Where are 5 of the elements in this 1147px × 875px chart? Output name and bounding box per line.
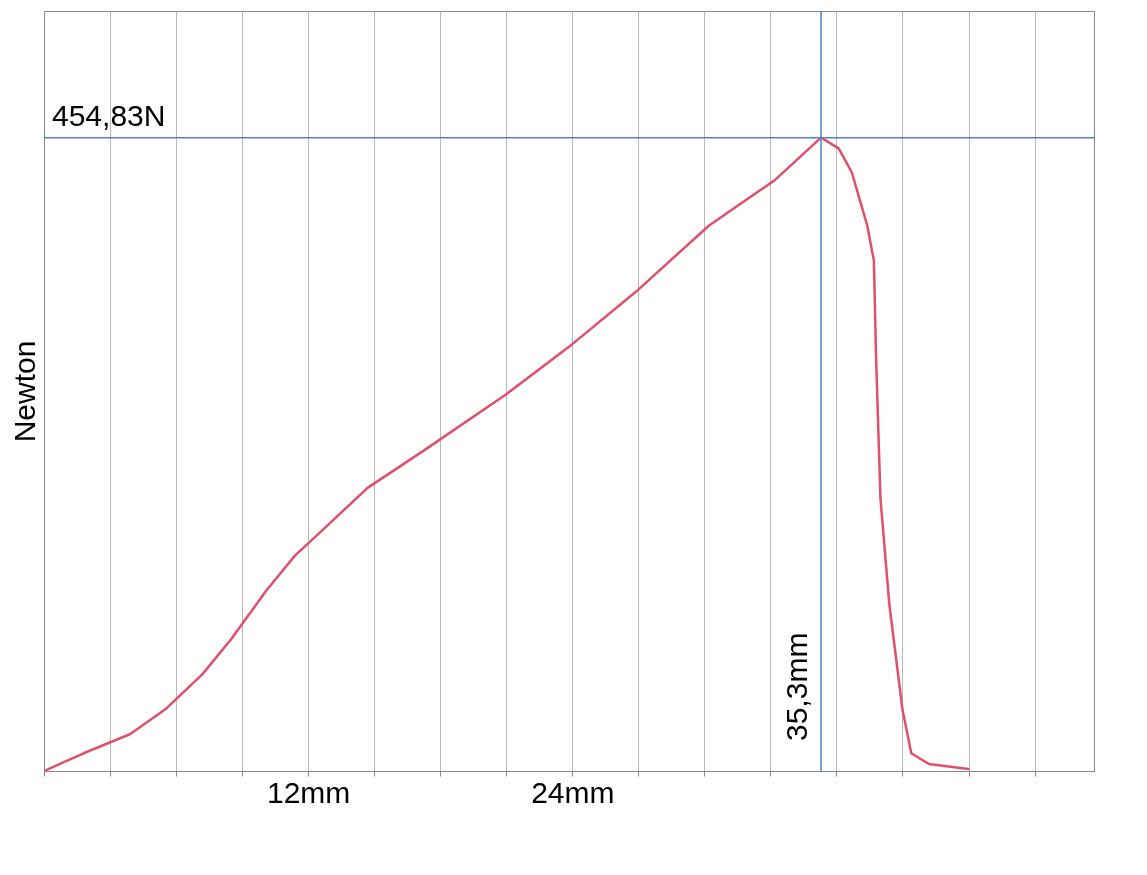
x-tick-label: 24mm <box>531 775 615 809</box>
y-axis-title: Newton <box>7 340 41 443</box>
x-tick-label: 12mm <box>266 775 351 809</box>
ref-line-label: 454,83N <box>52 98 166 132</box>
ref-line-label: 35,3mm <box>780 632 814 741</box>
